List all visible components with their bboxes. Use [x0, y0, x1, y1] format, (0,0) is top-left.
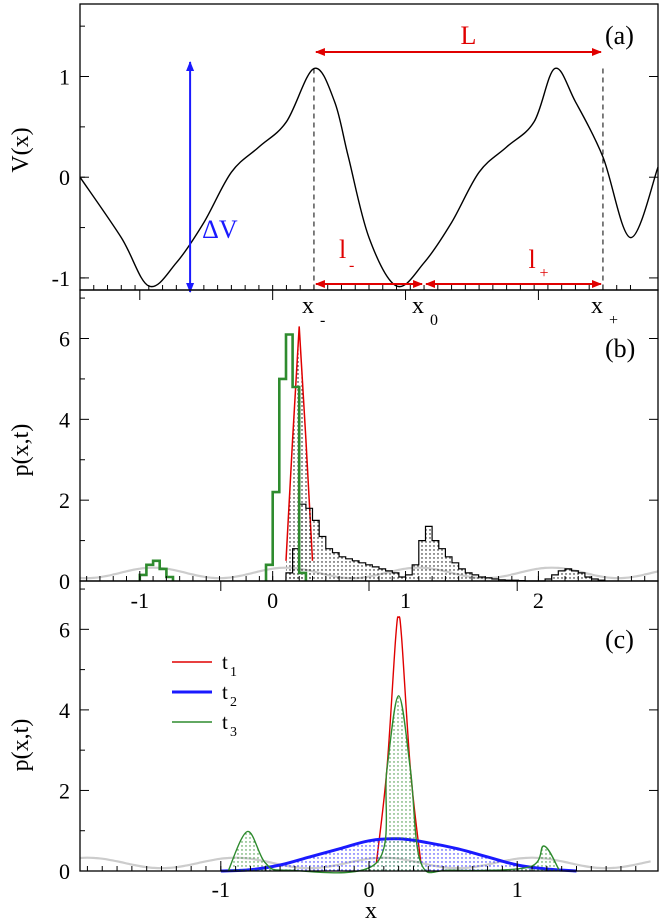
- panel-b-ylabel: p(x,t): [8, 424, 34, 477]
- x-plus-subscript: +: [609, 312, 618, 329]
- panel-c-t3-series: [227, 695, 560, 874]
- panel-a-ytick-label: 0: [59, 165, 70, 190]
- panel-b-label: (b): [605, 334, 635, 363]
- panel-c-ylabel: p(x,t): [8, 719, 34, 772]
- x-zero-label: x: [412, 293, 424, 319]
- legend-t1-label: t: [222, 650, 228, 674]
- panel-b-xtick-label: 1: [400, 588, 411, 613]
- l-plus-subscript: +: [540, 265, 549, 282]
- panel-a-ylabel: V(x): [8, 127, 34, 172]
- panel-a-ytick-label: -1: [52, 266, 70, 291]
- panel-c-ytick-label: 2: [59, 778, 70, 803]
- panel-a-ytick-label: 1: [59, 65, 70, 90]
- panel-a-label: (a): [605, 21, 634, 50]
- panel-b-green-series: [138, 559, 175, 582]
- panel-c-label: (c): [605, 625, 634, 654]
- panel-b-ytick-label: 6: [59, 327, 70, 352]
- legend-t2-subscript: 2: [230, 695, 237, 710]
- panel-b-ytick-label: 2: [59, 488, 70, 513]
- legend-t3-label: t: [222, 710, 228, 734]
- panel-b-black-series: [285, 503, 606, 582]
- panel-b-xtick-label: 0: [267, 588, 278, 613]
- deltaV-label: ΔV: [202, 215, 238, 244]
- panel-c-xtick-label: -1: [212, 877, 230, 902]
- panel-b-green-main-series: [264, 333, 308, 582]
- l-minus-subscript: -: [349, 257, 354, 274]
- panel-b-red-series: [285, 326, 314, 561]
- panel-c-t3-fill: [228, 695, 559, 873]
- panel-c-xlabel: x: [365, 898, 377, 922]
- legend-t3-subscript: 3: [230, 725, 237, 740]
- panel-a-frame: [79, 3, 659, 291]
- panel-c-frame: [79, 580, 659, 872]
- l-plus-label: l: [529, 245, 536, 274]
- x-minus-subscript: -: [320, 312, 325, 329]
- legend-t2-label: t: [222, 680, 228, 704]
- panel-b-xtick-label: -1: [131, 588, 149, 613]
- potential-curve: [79, 67, 659, 288]
- panel-b-ytick-label: 4: [59, 407, 70, 432]
- x-plus-label: x: [591, 293, 603, 319]
- panel-c-ytick-label: 4: [59, 698, 70, 723]
- panel-c-ytick-label: 6: [59, 617, 70, 642]
- panel-c-ytick-label: 0: [59, 859, 70, 884]
- legend-t1-subscript: 1: [230, 665, 237, 680]
- panel-b: 0 2 4 6 -1 0 1 2 p(x,t) (b): [8, 289, 659, 613]
- panel-b-black-fill: [285, 504, 605, 581]
- l-minus-label: l: [339, 235, 346, 264]
- panel-b-frame: [79, 289, 659, 582]
- panel-c-xtick-label: 1: [512, 877, 523, 902]
- panel-c-xtick-label: 0: [364, 877, 375, 902]
- x-zero-subscript: 0: [430, 312, 438, 329]
- panel-b-ytick-label: 0: [59, 569, 70, 594]
- x-minus-label: x: [302, 293, 314, 319]
- L-label: L: [461, 21, 477, 50]
- panel-b-xtick-label: 2: [533, 588, 544, 613]
